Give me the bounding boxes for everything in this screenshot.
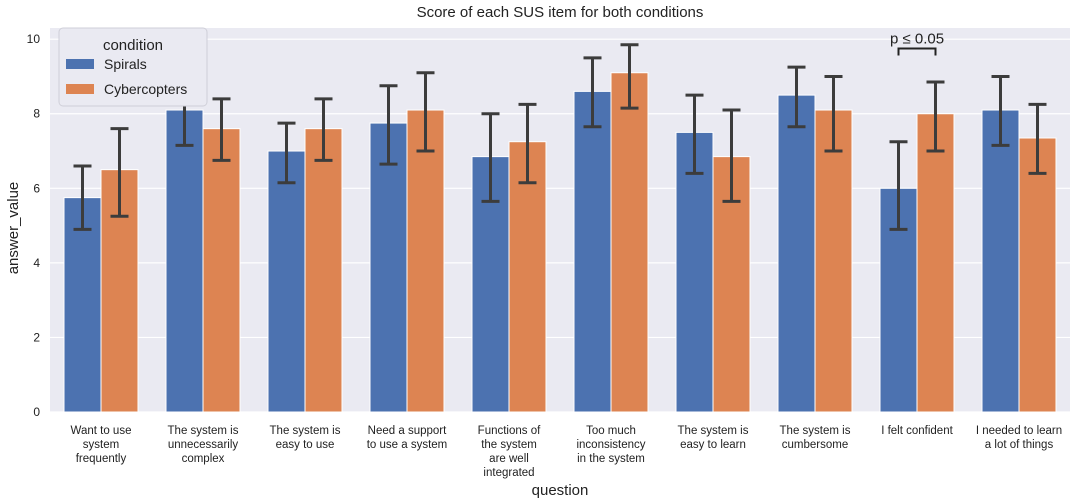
- y-tick-0: 0: [33, 405, 40, 419]
- chart-title: Score of each SUS item for both conditio…: [417, 4, 704, 21]
- x-tick-0: Want to use system frequently: [71, 425, 132, 465]
- x-tick-line: easy to use: [276, 439, 335, 451]
- bar-cybercopters-8: [916, 113, 955, 413]
- x-tick-line: The system is: [678, 425, 749, 437]
- legend-swatch-spirals: [66, 59, 94, 69]
- x-tick-line: to use a system: [367, 439, 448, 451]
- bar-spirals-5: [573, 90, 612, 413]
- x-tick-line: I needed to learn: [976, 425, 1062, 437]
- y-tick-labels: 0 2 4 6 8 10: [27, 32, 41, 419]
- bar-spirals-1: [165, 109, 204, 413]
- error-bar-spirals-4: [481, 112, 500, 203]
- x-tick-line: the system: [481, 439, 537, 451]
- y-tick-8: 8: [33, 107, 40, 121]
- x-tick-labels: Want to use system frequently The system is…: [71, 425, 1063, 479]
- x-tick-line: Functions of: [478, 425, 541, 437]
- significance-annotation: p ≤ 0.05: [890, 31, 944, 56]
- significance-label: p ≤ 0.05: [890, 31, 944, 48]
- legend-label-spirals: Spirals: [104, 56, 147, 72]
- x-axis-label: question: [532, 482, 589, 499]
- x-tick-line: Want to use: [71, 425, 132, 437]
- bar-cybercopters-7: [814, 109, 853, 413]
- x-tick-7: The system is cumbersome: [780, 425, 851, 451]
- error-bar-spirals-6: [685, 93, 704, 175]
- x-tick-line: a lot of things: [985, 439, 1054, 451]
- x-tick-line: cumbersome: [782, 439, 848, 451]
- y-tick-2: 2: [33, 330, 40, 344]
- error-bar-cybercopters-5: [620, 43, 639, 110]
- bar-cybercopters-2: [304, 128, 343, 413]
- x-tick-line: inconsistency: [576, 439, 645, 451]
- x-tick-line: unnecessarily: [168, 439, 239, 451]
- error-bar-cybercopters-1: [212, 97, 231, 162]
- error-bar-cybercopters-6: [722, 108, 741, 203]
- legend[interactable]: condition Spirals Cybercopters: [58, 27, 208, 107]
- x-tick-1: The system is unnecessarily complex: [168, 425, 239, 465]
- x-tick-line: I felt confident: [881, 425, 953, 437]
- bar-spirals-9: [981, 109, 1020, 413]
- error-bar-spirals-0: [73, 164, 92, 231]
- x-tick-line: complex: [182, 453, 225, 465]
- bar-cybercopters-9: [1018, 137, 1057, 413]
- bar-spirals-7: [777, 94, 816, 413]
- x-tick-9: I needed to learn a lot of things: [976, 425, 1062, 451]
- error-bar-spirals-5: [583, 56, 602, 129]
- error-bar-spirals-9: [991, 74, 1010, 147]
- x-tick-line: The system is: [270, 425, 341, 437]
- legend-swatch-cybercopters: [66, 84, 94, 94]
- bar-cybercopters-1: [202, 128, 241, 413]
- x-tick-6: The system is easy to learn: [678, 425, 749, 451]
- legend-label-cybercopters: Cybercopters: [104, 81, 187, 97]
- error-bar-spirals-7: [787, 65, 806, 129]
- x-tick-line: integrated: [483, 467, 534, 479]
- y-tick-10: 10: [27, 32, 41, 46]
- significance-bracket: [897, 47, 937, 56]
- bar-spirals-6: [675, 131, 714, 413]
- y-tick-4: 4: [33, 256, 40, 270]
- error-bar-spirals-8: [889, 140, 908, 231]
- error-bar-cybercopters-2: [314, 97, 333, 162]
- y-axis-label: answer_value: [5, 182, 22, 275]
- x-tick-3: Need a support to use a system: [367, 425, 448, 451]
- bar-spirals-2: [267, 150, 306, 413]
- x-tick-8: I felt confident: [881, 425, 953, 437]
- x-tick-2: The system is easy to use: [270, 425, 341, 451]
- bar-spirals-3: [369, 122, 408, 413]
- legend-title: condition: [103, 37, 163, 54]
- error-bar-cybercopters-0: [110, 127, 129, 218]
- x-tick-line: The system is: [168, 425, 239, 437]
- x-tick-line: easy to learn: [680, 439, 746, 451]
- bars: [63, 72, 1057, 413]
- bar-cybercopters-4: [508, 141, 547, 413]
- error-bar-cybercopters-7: [824, 74, 843, 153]
- x-tick-line: in the system: [577, 453, 645, 465]
- x-tick-line: are well: [489, 453, 529, 465]
- x-tick-line: The system is: [780, 425, 851, 437]
- legend-box: [58, 27, 208, 107]
- error-bar-cybercopters-4: [518, 102, 537, 185]
- error-bar-cybercopters-9: [1028, 102, 1047, 175]
- x-tick-line: Too much: [586, 425, 636, 437]
- x-tick-line: system: [83, 439, 119, 451]
- y-tick-6: 6: [33, 181, 40, 195]
- x-tick-5: Too much inconsistency in the system: [576, 425, 645, 465]
- bar-cybercopters-5: [610, 72, 649, 413]
- error-bar-cybercopters-3: [416, 71, 435, 153]
- x-tick-4: Functions of the system are well integrated: [478, 425, 541, 479]
- error-bar-spirals-2: [277, 121, 296, 185]
- error-bars: [73, 43, 1047, 231]
- x-tick-line: Need a support: [368, 425, 447, 437]
- bar-cybercopters-3: [406, 109, 445, 413]
- error-bar-spirals-3: [379, 84, 398, 166]
- x-tick-line: frequently: [76, 453, 127, 465]
- error-bar-cybercopters-8: [926, 80, 945, 153]
